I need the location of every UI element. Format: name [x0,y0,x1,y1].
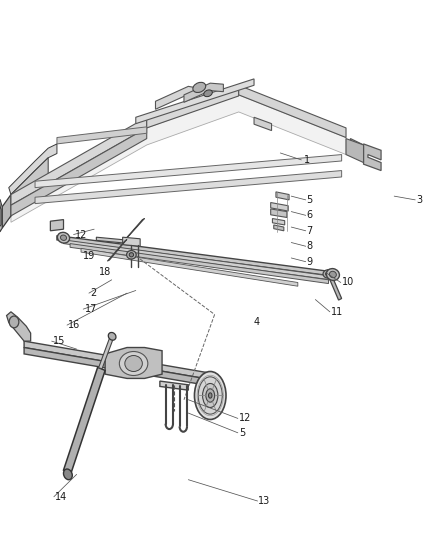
Ellipse shape [194,372,226,419]
Ellipse shape [326,269,339,280]
Text: 12: 12 [239,414,251,423]
Polygon shape [254,117,272,131]
Polygon shape [50,220,64,231]
Ellipse shape [208,393,212,398]
Polygon shape [35,171,342,204]
Polygon shape [123,237,140,246]
Text: 5: 5 [239,428,245,438]
Polygon shape [81,248,298,286]
Text: 16: 16 [68,320,80,330]
Ellipse shape [193,82,206,93]
Polygon shape [160,381,188,390]
Polygon shape [11,117,147,205]
Text: 6: 6 [307,211,313,220]
Polygon shape [274,225,284,231]
Polygon shape [70,244,328,284]
Text: 19: 19 [83,251,95,261]
Polygon shape [24,348,210,386]
Polygon shape [99,336,114,369]
Polygon shape [11,95,346,222]
Ellipse shape [198,377,222,414]
Polygon shape [127,219,145,237]
Polygon shape [271,203,288,211]
Ellipse shape [326,271,331,276]
Text: 8: 8 [307,241,313,251]
Polygon shape [272,219,285,225]
Text: 3: 3 [416,195,422,205]
Text: 7: 7 [307,226,313,236]
Polygon shape [105,348,162,378]
Polygon shape [9,158,48,219]
Polygon shape [155,86,197,109]
Polygon shape [184,83,223,102]
Polygon shape [271,209,287,217]
Text: 14: 14 [55,492,67,502]
Polygon shape [9,144,57,195]
Text: 11: 11 [331,307,343,317]
Polygon shape [35,155,342,188]
Polygon shape [7,312,31,341]
Polygon shape [57,236,333,276]
Polygon shape [136,79,254,124]
Ellipse shape [64,469,72,480]
Polygon shape [24,341,210,379]
Polygon shape [276,192,289,200]
Polygon shape [147,85,239,128]
Ellipse shape [119,352,148,376]
Polygon shape [64,240,331,280]
Text: 4: 4 [254,318,260,327]
Polygon shape [107,239,127,261]
Ellipse shape [60,235,67,240]
Ellipse shape [9,316,19,328]
Polygon shape [346,139,364,163]
Polygon shape [350,139,364,157]
Ellipse shape [57,232,70,243]
Polygon shape [0,199,2,232]
Text: 2: 2 [90,288,96,298]
Ellipse shape [323,270,334,278]
Ellipse shape [206,389,215,402]
Ellipse shape [202,384,218,407]
Text: 15: 15 [53,336,65,346]
Text: 17: 17 [85,304,98,314]
Polygon shape [2,195,11,228]
Ellipse shape [329,271,336,278]
Text: 10: 10 [342,278,354,287]
Polygon shape [64,367,105,473]
Ellipse shape [129,253,134,257]
Polygon shape [96,237,136,244]
Ellipse shape [125,356,142,372]
Polygon shape [328,273,342,300]
Text: 9: 9 [307,257,313,266]
Polygon shape [364,144,381,171]
Polygon shape [11,128,147,216]
Text: 1: 1 [304,155,311,165]
Text: 18: 18 [99,267,111,277]
Text: 13: 13 [258,496,271,506]
Polygon shape [239,85,346,138]
Ellipse shape [204,90,212,96]
Text: 12: 12 [74,230,87,239]
Text: 5: 5 [307,195,313,205]
Ellipse shape [127,251,136,259]
Ellipse shape [108,333,116,340]
Polygon shape [57,127,147,144]
